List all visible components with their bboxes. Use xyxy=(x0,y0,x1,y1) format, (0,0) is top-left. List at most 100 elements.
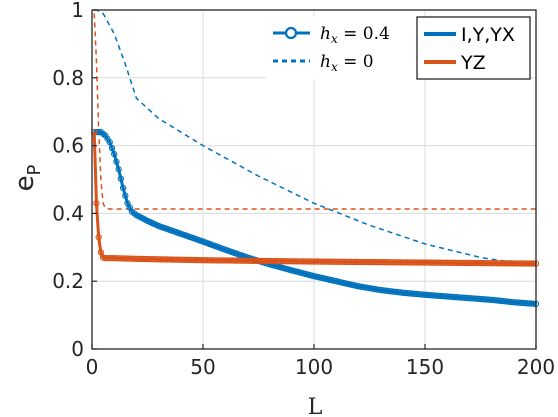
data-point xyxy=(410,259,418,266)
data-point xyxy=(399,259,406,266)
data-point xyxy=(186,256,193,264)
data-point xyxy=(306,258,313,265)
data-point xyxy=(470,295,477,302)
data-point xyxy=(481,259,489,267)
data-point xyxy=(419,259,426,266)
data-point xyxy=(415,259,422,266)
data-point xyxy=(472,295,480,302)
data-point xyxy=(117,175,125,182)
data-point xyxy=(388,288,395,295)
data-point xyxy=(144,255,151,263)
data-point xyxy=(126,255,133,262)
data-point xyxy=(310,258,318,265)
data-point xyxy=(479,259,486,267)
data-point xyxy=(359,258,366,266)
data-point xyxy=(384,287,391,294)
data-point xyxy=(155,256,162,263)
data-point xyxy=(215,257,222,264)
data-point xyxy=(497,260,504,267)
data-point xyxy=(404,289,411,297)
data-point xyxy=(179,256,187,263)
data-point xyxy=(424,259,431,266)
legend-series: I,Y,YX YZ xyxy=(416,16,531,80)
data-point xyxy=(286,258,293,265)
series-dashed-i-y-yx xyxy=(94,9,537,267)
data-point xyxy=(528,260,535,267)
data-point xyxy=(319,258,327,265)
data-point xyxy=(384,259,391,266)
data-point xyxy=(288,258,295,265)
data-point xyxy=(170,256,178,263)
data-point xyxy=(488,296,495,303)
data-point xyxy=(284,258,291,265)
data-point xyxy=(492,297,500,304)
data-point xyxy=(133,255,140,262)
data-point xyxy=(390,259,398,266)
data-point xyxy=(484,259,491,267)
data-point xyxy=(244,257,251,264)
data-point xyxy=(503,260,511,267)
data-point xyxy=(124,255,131,262)
data-point xyxy=(122,255,129,262)
data-point xyxy=(195,256,202,264)
data-point xyxy=(159,256,167,263)
data-point xyxy=(168,256,176,263)
data-point xyxy=(506,298,513,305)
data-point xyxy=(446,293,453,300)
data-point xyxy=(117,255,125,262)
data-point xyxy=(415,290,422,298)
data-point xyxy=(510,260,517,267)
data-point xyxy=(457,294,464,301)
data-point xyxy=(193,256,200,264)
data-point xyxy=(228,257,236,264)
data-point xyxy=(430,259,438,266)
data-point xyxy=(410,290,418,297)
data-point xyxy=(450,293,458,301)
data-point xyxy=(455,259,462,267)
data-point xyxy=(206,257,213,264)
data-point xyxy=(448,259,455,266)
data-point xyxy=(510,299,517,306)
data-point xyxy=(226,257,233,264)
data-point xyxy=(486,296,493,303)
data-point xyxy=(119,255,127,262)
data-point xyxy=(146,255,153,263)
series-solid-i-y-yx xyxy=(91,128,540,308)
data-point xyxy=(157,256,164,263)
data-point xyxy=(459,259,466,267)
data-point xyxy=(333,258,340,265)
data-point xyxy=(262,257,269,265)
data-point xyxy=(392,259,400,266)
data-point xyxy=(257,257,264,265)
data-point xyxy=(468,295,475,302)
data-point xyxy=(421,291,429,298)
data-point xyxy=(293,258,300,265)
series-line xyxy=(93,13,536,210)
data-point xyxy=(461,294,469,301)
data-point xyxy=(432,259,440,266)
data-point xyxy=(426,291,433,299)
data-point xyxy=(519,299,526,307)
series-line xyxy=(92,131,537,266)
data-point xyxy=(508,260,515,267)
data-point xyxy=(412,259,420,266)
data-point xyxy=(408,259,415,266)
data-point xyxy=(526,260,533,267)
data-point xyxy=(408,290,415,297)
data-point xyxy=(386,259,393,266)
data-point xyxy=(519,260,526,267)
data-point xyxy=(328,258,335,265)
data-point xyxy=(503,298,511,305)
data-point xyxy=(517,260,524,267)
data-point xyxy=(151,256,158,263)
data-point xyxy=(364,258,371,266)
data-point xyxy=(321,258,329,265)
data-point xyxy=(355,258,362,266)
data-point xyxy=(481,296,489,303)
data-point xyxy=(506,260,513,267)
data-point xyxy=(255,257,262,265)
data-point xyxy=(461,259,469,267)
data-point xyxy=(250,257,258,264)
data-point xyxy=(111,254,118,262)
